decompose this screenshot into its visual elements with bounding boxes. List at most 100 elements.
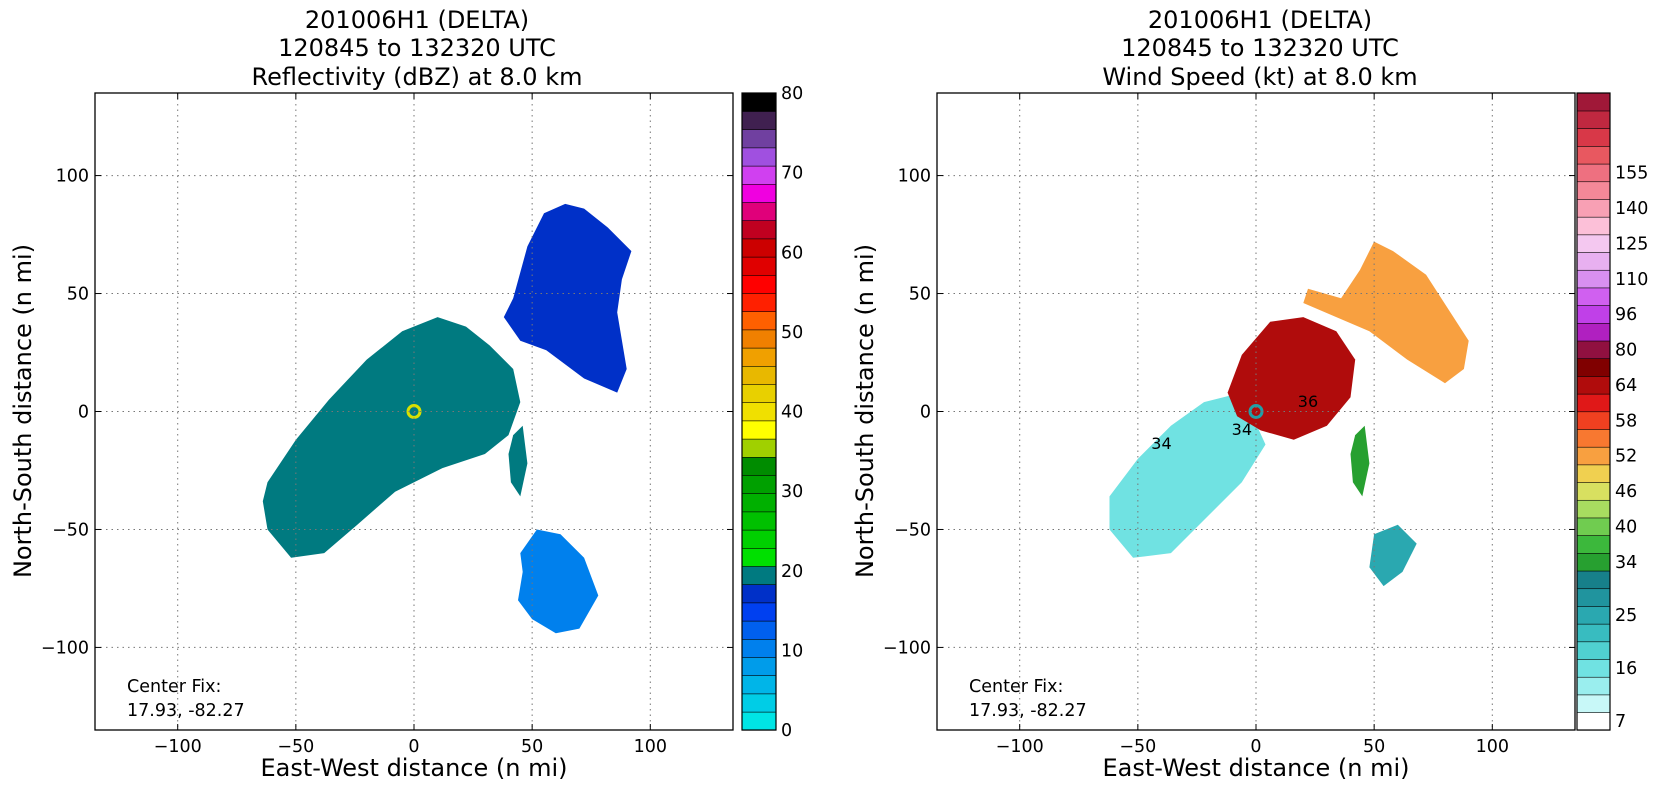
colorbar-swatch <box>1576 588 1611 607</box>
center-fix-label: Center Fix: <box>127 677 221 697</box>
colorbar-swatch <box>741 511 777 531</box>
colorbar-swatch <box>741 183 777 203</box>
x-tick-label: 0 <box>1250 737 1261 757</box>
colorbar-tick-label: 58 <box>1615 411 1637 431</box>
colorbar-swatch <box>1576 305 1611 324</box>
panel2-title-line2: 120845 to 132320 UTC <box>1121 34 1399 62</box>
colorbar-swatch <box>1576 181 1611 200</box>
y-tick-label: 0 <box>78 403 89 423</box>
colorbar-swatch <box>741 383 777 404</box>
colorbar-swatch <box>741 220 777 240</box>
colorbar-tick-label: 80 <box>1615 341 1637 361</box>
x-tick-label: −100 <box>996 737 1044 757</box>
colorbar-tick-label: 40 <box>1615 518 1637 538</box>
colorbar-tick-label: 20 <box>781 562 803 582</box>
colorbar-swatch <box>741 529 777 549</box>
colorbar-swatch <box>1576 464 1611 483</box>
colorbar-swatch <box>741 329 777 349</box>
colorbar-swatch <box>1576 163 1611 183</box>
colorbar-swatch <box>1576 428 1611 448</box>
wind-speed-data-layer: 34 34 36 <box>1109 241 1469 587</box>
panel1-title-line2: 120845 to 132320 UTC <box>278 34 556 62</box>
data-area <box>1109 392 1266 558</box>
colorbar-swatch <box>741 493 777 513</box>
x-tick-label: 100 <box>634 737 667 757</box>
colorbar-swatch <box>1576 322 1611 342</box>
colorbar-swatch <box>741 711 777 731</box>
y-tick-label: −50 <box>894 520 931 540</box>
colorbar-swatch <box>1576 145 1611 165</box>
axis-ticks: −100 −50 0 50 100 −100 −50 0 50 100 <box>883 93 1575 757</box>
x-axis-label: East-West distance (n mi) <box>1102 754 1409 782</box>
colorbar-tick-label: 110 <box>1615 270 1648 290</box>
colorbar-tick-label: 30 <box>781 482 803 502</box>
colorbar-swatch <box>1576 287 1611 306</box>
colorbar-swatch <box>1576 110 1611 129</box>
x-tick-label: 50 <box>521 737 543 757</box>
colorbar-tick-label: 80 <box>781 84 803 104</box>
colorbar-swatch <box>741 110 777 130</box>
colorbar-swatch <box>1576 411 1611 430</box>
y-axis-label: North-South distance (n mi) <box>9 244 37 578</box>
panel1-title-line1: 201006H1 (DELTA) <box>305 6 529 34</box>
colorbar-swatch <box>741 274 777 294</box>
contour-label: 34 <box>1232 420 1252 439</box>
x-tick-label: 50 <box>1363 737 1385 757</box>
colorbar-swatch <box>1576 623 1611 643</box>
colorbar-tick-label: 140 <box>1615 199 1648 219</box>
colorbar-swatch <box>741 292 777 313</box>
panel1-title-line3: Reflectivity (dBZ) at 8.0 km <box>252 63 583 91</box>
colorbar-swatch <box>1576 269 1611 289</box>
colorbar-swatch <box>1576 375 1611 395</box>
colorbar-swatch <box>1576 446 1611 466</box>
colorbar-tick-label: 52 <box>1615 447 1637 467</box>
data-area <box>262 317 521 558</box>
colorbar-swatch <box>741 147 777 167</box>
y-axis-label: North-South distance (n mi) <box>851 244 879 578</box>
colorbar-tick-label: 60 <box>781 243 803 263</box>
y-tick-label: 100 <box>56 167 89 187</box>
colorbar-swatch <box>1576 234 1611 253</box>
colorbar-tick-label: 155 <box>1615 164 1648 184</box>
colorbar-swatch <box>741 693 777 713</box>
x-tick-label: −100 <box>154 737 202 757</box>
colorbar-swatch <box>1576 570 1611 590</box>
data-area <box>518 529 599 634</box>
colorbar-swatch <box>741 602 777 622</box>
colorbar-tick-label: 0 <box>781 721 792 741</box>
colorbar-swatch <box>741 620 777 640</box>
colorbar-frame <box>741 92 777 731</box>
colorbar-tick-label: 96 <box>1615 305 1637 325</box>
y-tick-label: 0 <box>920 403 931 423</box>
colorbar-frame <box>1576 92 1611 731</box>
colorbar-tick-label: 50 <box>781 323 803 343</box>
x-tick-label: −50 <box>1119 737 1156 757</box>
colorbar-swatch <box>1576 340 1611 360</box>
colorbar-swatch <box>1576 535 1611 554</box>
colorbar-tick-label: 34 <box>1615 553 1637 573</box>
colorbar-swatch <box>741 238 777 258</box>
data-area <box>1227 317 1356 440</box>
colorbar-swatch <box>741 474 777 495</box>
colorbar-swatch <box>1576 676 1611 696</box>
data-area <box>508 425 528 497</box>
colorbar-swatch <box>1576 92 1611 112</box>
colorbar-tick-label: 25 <box>1615 606 1637 626</box>
y-tick-label: 100 <box>898 167 931 187</box>
colorbar-swatch <box>741 547 777 567</box>
colorbar-swatch <box>1576 641 1611 660</box>
colorbar-swatch <box>741 656 777 677</box>
center-fix-value: 17.93, -82.27 <box>127 701 245 721</box>
reflectivity-colorbar: 0 10 20 30 40 50 60 70 80 <box>741 84 803 741</box>
colorbar-tick-label: 16 <box>1615 659 1637 679</box>
colorbar-swatch <box>741 675 777 695</box>
colorbar-swatch <box>741 456 777 476</box>
colorbar-swatch <box>1576 552 1611 572</box>
colorbar-tick-label: 64 <box>1615 376 1637 396</box>
colorbar-tick-label: 125 <box>1615 234 1648 254</box>
colorbar-swatch <box>1576 605 1611 625</box>
y-tick-label: 50 <box>909 285 931 305</box>
colorbar-swatch <box>741 129 777 149</box>
colorbar-swatch <box>1576 128 1611 147</box>
